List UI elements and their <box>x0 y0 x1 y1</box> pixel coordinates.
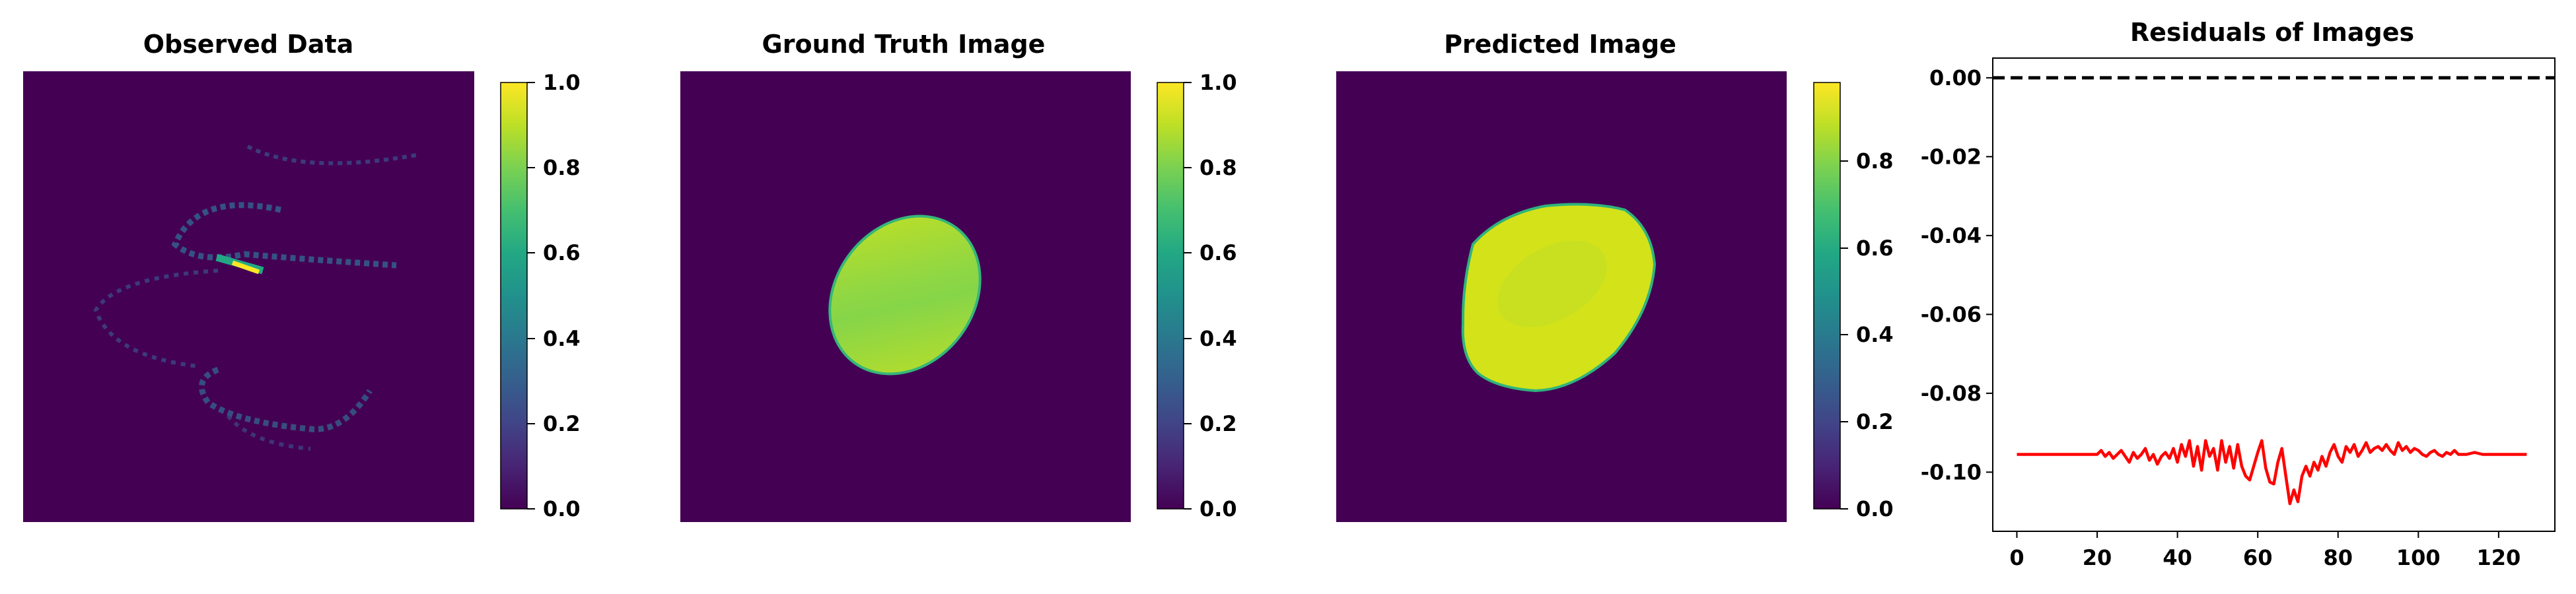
observed-cbar-label-0: 0.0 <box>543 496 581 521</box>
observed-peak <box>231 260 260 275</box>
residuals-ytick-label-2: -0.04 <box>1921 223 1982 248</box>
residuals-xtick-label-5: 100 <box>2396 545 2441 570</box>
predicted-cbar-label-2: 0.4 <box>1856 322 1894 347</box>
residuals-series-line <box>2017 439 2527 506</box>
ground-truth-cbar-label-3: 0.6 <box>1199 240 1237 265</box>
predicted-blob-inner <box>1497 240 1607 327</box>
predicted-cbar-label-3: 0.6 <box>1856 236 1894 261</box>
predicted-cbar-label-4: 0.8 <box>1856 148 1894 174</box>
residuals-xtick-label-1: 20 <box>2083 545 2112 570</box>
predicted-cbar-label-0: 0.0 <box>1856 496 1894 521</box>
ground-truth-cbar-label-5: 1.0 <box>1199 70 1237 95</box>
predicted-colorbar-ticks <box>1840 160 1848 510</box>
residuals-plot-frame <box>1992 57 2556 532</box>
residuals-ytick-label-3: -0.06 <box>1921 302 1982 327</box>
residuals-axis-ticks <box>1986 77 2499 538</box>
ground-truth-colorbar-ticks <box>1184 82 1192 510</box>
ground-truth-cbar-label-4: 0.8 <box>1199 155 1237 180</box>
predicted-colorbar <box>1813 82 1841 510</box>
residuals-title: Residuals of Images <box>2130 18 2414 47</box>
residuals-ytick-label-0: 0.00 <box>1929 65 1982 90</box>
residuals-xtick-label-0: 0 <box>2009 545 2024 570</box>
residuals-panel: Residuals of Images 0.00 -0.02 -0.04 -0.… <box>1921 18 2556 570</box>
observed-arc-mid <box>93 269 219 368</box>
ground-truth-colorbar <box>1157 82 1184 510</box>
residuals-xtick-label-6: 120 <box>2477 545 2521 570</box>
ground-truth-cbar-label-2: 0.4 <box>1199 326 1237 351</box>
residuals-ytick-label-1: -0.02 <box>1921 144 1982 169</box>
residuals-xtick-label-3: 60 <box>2243 545 2273 570</box>
observed-image <box>23 71 474 522</box>
observed-cbar-label-3: 0.6 <box>543 240 581 265</box>
observed-cbar-label-1: 0.2 <box>543 411 581 436</box>
observed-colorbar <box>500 82 528 510</box>
ground-truth-cbar-label-1: 0.2 <box>1199 411 1237 436</box>
observed-title: Observed Data <box>143 30 354 59</box>
observed-colorbar-ticks <box>527 82 535 510</box>
ground-truth-ellipse <box>828 214 982 376</box>
observed-cbar-label-4: 0.8 <box>543 155 581 180</box>
predicted-title: Predicted Image <box>1444 30 1676 59</box>
predicted-cbar-label-1: 0.2 <box>1856 409 1894 434</box>
residuals-xtick-label-2: 40 <box>2163 545 2192 570</box>
ground-truth-panel: Ground Truth Image 0.0 0.2 0.4 0.6 0.8 1… <box>680 30 1237 522</box>
predicted-panel: Predicted Image 0.0 0.2 0.4 0.6 0.8 <box>1336 30 1894 522</box>
observed-arc-upper <box>171 202 397 269</box>
residuals-xtick-label-4: 80 <box>2324 545 2353 570</box>
ground-truth-title: Ground Truth Image <box>762 30 1046 59</box>
residuals-ytick-label-5: -0.10 <box>1921 459 1982 484</box>
observed-arc-lower <box>199 366 373 432</box>
observed-cbar-label-2: 0.4 <box>543 326 581 351</box>
observed-cbar-label-5: 1.0 <box>543 70 581 95</box>
observed-data-panel: Observed Data 0.0 0.2 0.4 0.6 0.8 1.0 <box>23 30 581 522</box>
observed-arc-top <box>246 145 417 166</box>
ground-truth-cbar-label-0: 0.0 <box>1199 496 1237 521</box>
residuals-ytick-label-4: -0.08 <box>1921 381 1982 406</box>
